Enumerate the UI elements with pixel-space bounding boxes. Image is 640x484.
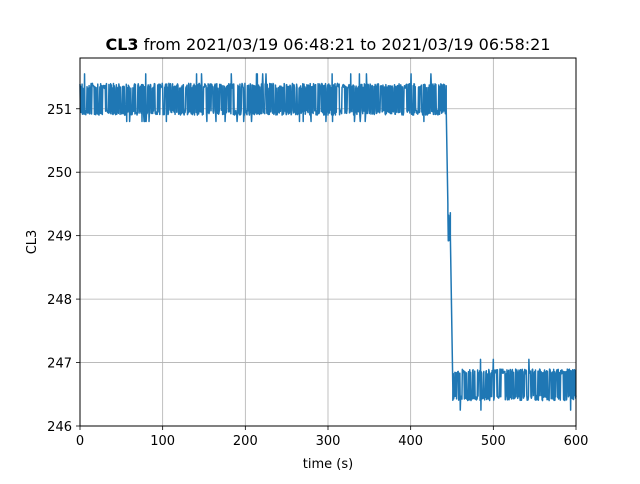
y-axis-label: CL3 <box>25 230 40 255</box>
chart-title: CL3 from 2021/03/19 06:48:21 to 2021/03/… <box>105 35 550 54</box>
y-tick-label: 251 <box>47 103 72 118</box>
x-tick-label: 500 <box>481 434 506 449</box>
x-tick-label: 600 <box>564 434 589 449</box>
x-tick-label: 300 <box>316 434 341 449</box>
y-tick-label: 246 <box>47 420 72 435</box>
x-tick-label: 0 <box>76 434 84 449</box>
tick-layer: 0 100 200 300 400 500 600 246 247 248 249 250 251 <box>47 103 588 449</box>
y-tick-label: 250 <box>47 166 72 181</box>
y-tick-label: 247 <box>47 357 72 372</box>
y-tick-label: 249 <box>47 230 72 245</box>
x-tick-label: 400 <box>398 434 423 449</box>
x-tick-label: 100 <box>150 434 175 449</box>
series-line <box>79 73 577 411</box>
chart-title-bold: CL3 <box>105 35 138 54</box>
y-tick-label: 248 <box>47 293 72 308</box>
chart-title-rest: from 2021/03/19 06:48:21 to 2021/03/19 0… <box>139 35 551 54</box>
x-axis-label: time (s) <box>303 457 353 472</box>
x-tick-label: 200 <box>233 434 258 449</box>
line-layer <box>79 73 577 411</box>
